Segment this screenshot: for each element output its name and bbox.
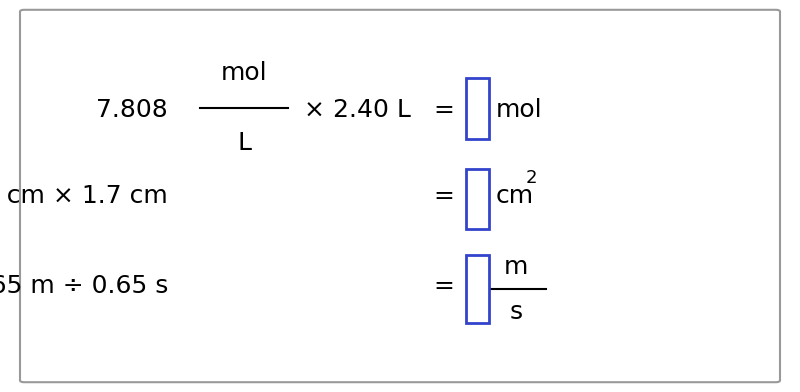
Bar xyxy=(466,78,489,139)
Text: mol: mol xyxy=(496,98,542,122)
Text: × 2.40 L: × 2.40 L xyxy=(304,98,411,122)
Text: =: = xyxy=(434,274,454,298)
Text: mol: mol xyxy=(221,60,267,85)
Bar xyxy=(466,169,489,229)
Text: =: = xyxy=(434,184,454,208)
Text: 2: 2 xyxy=(526,169,537,187)
Text: =: = xyxy=(434,98,454,122)
Text: 7.808: 7.808 xyxy=(96,98,168,122)
Text: s: s xyxy=(510,299,522,324)
Text: cm: cm xyxy=(496,184,534,208)
Text: m: m xyxy=(504,254,528,279)
Text: 547.65 m ÷ 0.65 s: 547.65 m ÷ 0.65 s xyxy=(0,274,168,298)
Text: L: L xyxy=(237,131,251,155)
Bar xyxy=(466,255,489,323)
Text: 7.808 cm × 1.7 cm: 7.808 cm × 1.7 cm xyxy=(0,184,168,208)
FancyBboxPatch shape xyxy=(20,10,780,382)
